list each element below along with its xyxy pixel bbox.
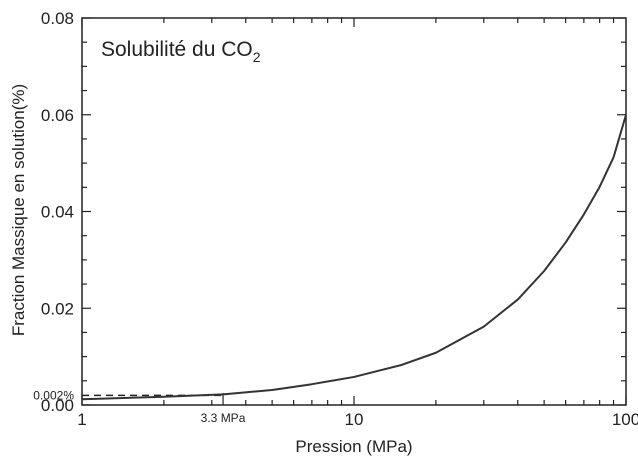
x-axis-label: Pression (MPa) — [295, 437, 412, 456]
reference-y-label: 0.002% — [33, 388, 74, 402]
x-tick-label: 1 — [77, 410, 86, 429]
solubility-curve — [81, 114, 627, 401]
chart-title-subscript: 2 — [253, 49, 261, 65]
x-tick-label: 100 — [612, 410, 638, 429]
y-tick-label: 0.04 — [41, 203, 74, 222]
y-axis-label: Fraction Massique en solution(%) — [9, 84, 28, 336]
y-tick-label: 0.06 — [41, 106, 74, 125]
y-tick-label: 0.08 — [41, 9, 74, 28]
x-axis-ticks: 1 10 100 — [77, 18, 638, 429]
y-tick-label: 0.00 — [41, 396, 74, 415]
x-tick-label: 10 — [345, 410, 364, 429]
chart-title: Solubilité du CO2 — [101, 38, 261, 65]
y-tick-label: 0.02 — [41, 299, 74, 318]
y-axis-ticks: 0.00 0.02 0.04 0.06 0.08 — [41, 9, 626, 415]
reference-x-label: 3.3 MPa — [201, 411, 246, 425]
chart-title-main: Solubilité du CO — [101, 38, 253, 61]
series-layer — [81, 114, 627, 401]
plot-frame — [81, 17, 627, 406]
reference-lines: 0.002% 3.3 MPa — [33, 388, 245, 425]
